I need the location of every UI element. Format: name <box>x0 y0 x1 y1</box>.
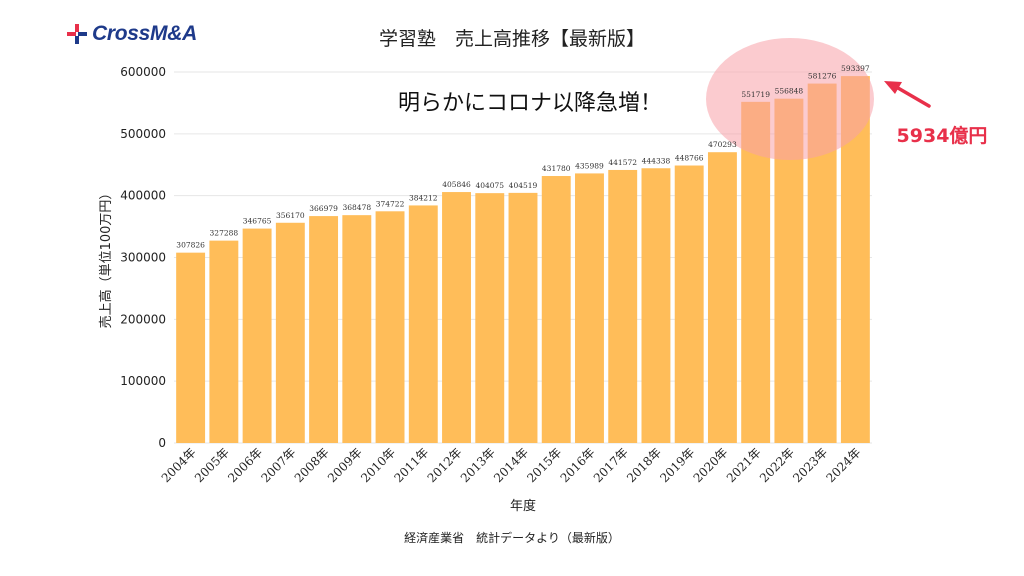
data-label: 404075 <box>475 181 504 190</box>
bar <box>209 240 239 443</box>
data-label: 435989 <box>575 161 604 170</box>
y-tick-label: 400000 <box>120 189 166 203</box>
highlight-circle <box>706 38 874 160</box>
x-tick-label: 2014年 <box>491 445 531 485</box>
x-tick-label: 2005年 <box>192 445 232 485</box>
chart-title: 学習塾 売上高推移【最新版】 <box>378 28 645 50</box>
x-tick-label: 2019年 <box>657 445 697 485</box>
x-tick-label: 2022年 <box>757 445 797 485</box>
bar <box>342 215 372 443</box>
source-note: 経済産業省 統計データより（最新版） <box>404 531 620 545</box>
x-tick-label: 2021年 <box>724 445 764 485</box>
data-label: 556848 <box>775 87 804 96</box>
y-tick-label: 300000 <box>120 251 166 265</box>
bar <box>176 252 206 443</box>
x-tick-label: 2023年 <box>790 445 830 485</box>
x-tick-label: 2013年 <box>458 445 498 485</box>
data-label: 581276 <box>808 72 837 81</box>
bar <box>707 152 737 444</box>
data-label: 551719 <box>741 90 770 99</box>
x-axis-title: 年度 <box>510 498 536 514</box>
bar <box>309 216 339 443</box>
data-label: 346765 <box>243 217 272 226</box>
data-label: 405846 <box>442 180 471 189</box>
logo: CrossM&A <box>66 20 197 48</box>
x-tick-label: 2007年 <box>258 445 298 485</box>
y-tick-label: 500000 <box>120 127 166 141</box>
x-tick-label: 2018年 <box>624 445 664 485</box>
callout-arrow <box>896 86 931 108</box>
bar <box>741 101 771 443</box>
x-tick-label: 2020年 <box>691 445 731 485</box>
y-tick-label: 600000 <box>120 65 166 79</box>
x-tick-label: 2008年 <box>292 445 332 485</box>
x-tick-label: 2009年 <box>325 445 365 485</box>
headline-annotation: 明らかにコロナ以降急増！ <box>398 91 662 116</box>
x-tick-label: 2011年 <box>391 445 431 485</box>
bar <box>275 222 305 443</box>
x-tick-label: 2016年 <box>558 445 598 485</box>
bar <box>442 192 471 443</box>
data-label: 444338 <box>642 156 671 165</box>
data-label: 448766 <box>675 154 704 163</box>
data-label: 327288 <box>210 229 239 238</box>
bar <box>541 176 571 443</box>
bar <box>475 193 505 443</box>
x-tick-label: 2024年 <box>824 445 864 485</box>
bar <box>375 211 405 443</box>
y-tick-label: 200000 <box>120 312 166 326</box>
x-tick-label: 2012年 <box>425 445 465 485</box>
data-label: 307826 <box>176 241 205 250</box>
bar <box>242 228 272 443</box>
data-label: 374722 <box>376 199 405 208</box>
data-label: 593397 <box>841 64 870 73</box>
x-tick-label: 2004年 <box>159 445 199 485</box>
bar <box>641 168 671 443</box>
bar <box>575 173 604 444</box>
y-tick-label: 100000 <box>120 374 166 388</box>
y-tick-label: 0 <box>158 436 166 450</box>
bar <box>608 169 638 444</box>
data-label: 441572 <box>608 158 637 167</box>
logo-text: CrossM&A <box>92 22 197 45</box>
data-label: 431780 <box>542 164 571 173</box>
data-label: 404519 <box>509 181 538 190</box>
data-label: 470293 <box>708 140 737 149</box>
cross-plus-icon <box>67 24 87 44</box>
bar <box>508 192 538 443</box>
bar <box>408 205 438 443</box>
arrow-head-icon <box>884 81 902 94</box>
x-tick-label: 2015年 <box>524 445 564 485</box>
data-label: 356170 <box>276 211 305 220</box>
x-tick-label: 2006年 <box>225 445 265 485</box>
bar <box>674 165 704 444</box>
y-axis-title: 売上高（単位100万円） <box>98 187 114 329</box>
x-tick-label: 2017年 <box>591 445 631 485</box>
data-label: 368478 <box>342 203 371 212</box>
data-label: 384212 <box>409 193 438 202</box>
data-label: 366979 <box>309 204 338 213</box>
callout-value: 5934億円 <box>897 124 988 147</box>
x-tick-label: 2010年 <box>358 445 398 485</box>
